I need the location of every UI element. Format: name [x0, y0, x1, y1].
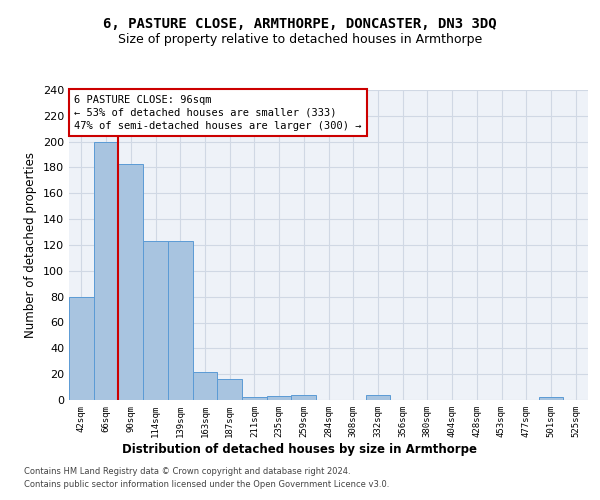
- Bar: [242, 398, 267, 400]
- Bar: [94, 142, 118, 400]
- Bar: [168, 241, 193, 400]
- Text: 6 PASTURE CLOSE: 96sqm
← 53% of detached houses are smaller (333)
47% of semi-de: 6 PASTURE CLOSE: 96sqm ← 53% of detached…: [74, 94, 362, 131]
- Bar: [69, 296, 94, 400]
- Bar: [217, 380, 242, 400]
- Text: 6, PASTURE CLOSE, ARMTHORPE, DONCASTER, DN3 3DQ: 6, PASTURE CLOSE, ARMTHORPE, DONCASTER, …: [103, 18, 497, 32]
- Bar: [143, 241, 168, 400]
- Text: Contains HM Land Registry data © Crown copyright and database right 2024.: Contains HM Land Registry data © Crown c…: [24, 468, 350, 476]
- Text: Distribution of detached houses by size in Armthorpe: Distribution of detached houses by size …: [122, 442, 478, 456]
- Bar: [292, 395, 316, 400]
- Bar: [193, 372, 217, 400]
- Text: Size of property relative to detached houses in Armthorpe: Size of property relative to detached ho…: [118, 32, 482, 46]
- Bar: [365, 395, 390, 400]
- Bar: [118, 164, 143, 400]
- Text: Contains public sector information licensed under the Open Government Licence v3: Contains public sector information licen…: [24, 480, 389, 489]
- Y-axis label: Number of detached properties: Number of detached properties: [25, 152, 37, 338]
- Bar: [267, 396, 292, 400]
- Bar: [539, 398, 563, 400]
